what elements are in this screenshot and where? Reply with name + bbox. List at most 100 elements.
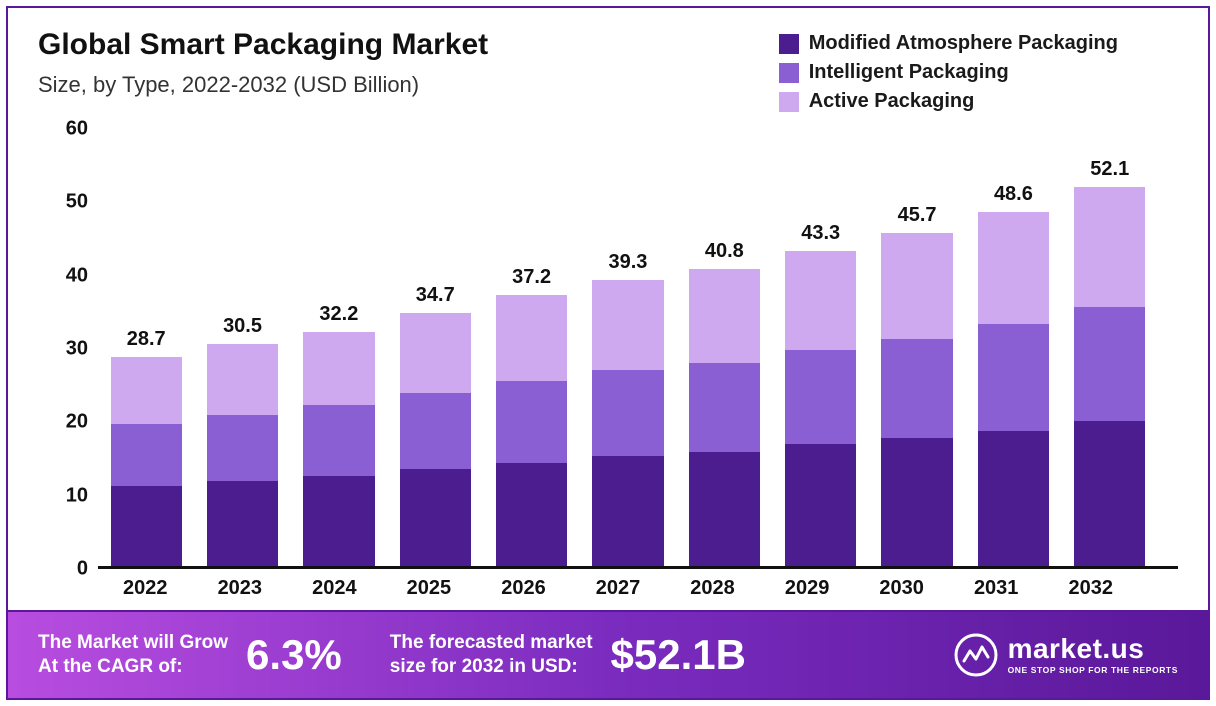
bar-segment: [881, 233, 952, 339]
bar-column: 32.2: [291, 129, 387, 566]
x-tick-label: 2032: [1043, 577, 1138, 600]
bar-segment: [881, 438, 952, 566]
bar-column: 30.5: [194, 129, 290, 566]
forecast-value: $52.1B: [611, 631, 746, 679]
bar-stack: [689, 269, 760, 566]
x-tick-label: 2028: [665, 577, 760, 600]
x-tick-label: 2022: [98, 577, 193, 600]
bar-segment: [400, 469, 471, 566]
bar-segment: [303, 476, 374, 566]
brand: market.us ONE STOP SHOP FOR THE REPORTS: [954, 633, 1178, 677]
chart-title: Global Smart Packaging Market: [38, 28, 779, 62]
bar-total-label: 28.7: [127, 328, 166, 351]
y-tick-label: 40: [66, 264, 88, 287]
bar-segment: [111, 424, 182, 486]
bar-total-label: 32.2: [319, 303, 358, 326]
bar-segment: [496, 295, 567, 381]
bar-stack: [1074, 187, 1145, 566]
bar-column: 40.8: [676, 129, 772, 566]
bar-segment: [111, 357, 182, 424]
bar-total-label: 43.3: [801, 222, 840, 245]
forecast-label: The forecasted marketsize for 2032 in US…: [390, 631, 593, 679]
bar-stack: [400, 313, 471, 566]
y-tick-label: 10: [66, 484, 88, 507]
bar-segment: [689, 269, 760, 363]
bar-total-label: 40.8: [705, 240, 744, 263]
legend-swatch: [779, 92, 799, 112]
bar-segment: [689, 452, 760, 566]
bar-column: 37.2: [483, 129, 579, 566]
bar-segment: [785, 444, 856, 566]
bar-column: 43.3: [773, 129, 869, 566]
bar-segment: [881, 339, 952, 438]
brand-text: market.us ONE STOP SHOP FOR THE REPORTS: [1008, 635, 1178, 675]
brand-logo-icon: [954, 633, 998, 677]
cagr-value: 6.3%: [246, 631, 342, 679]
bar-segment: [978, 324, 1049, 430]
x-axis: 2022202320242025202620272028202920302031…: [38, 569, 1178, 600]
bar-column: 39.3: [580, 129, 676, 566]
bar-column: 45.7: [869, 129, 965, 566]
chart-subtitle: Size, by Type, 2022-2032 (USD Billion): [38, 72, 779, 98]
bar-column: 52.1: [1062, 129, 1158, 566]
x-tick-label: 2025: [382, 577, 477, 600]
bar-segment: [592, 280, 663, 370]
y-tick-label: 60: [66, 118, 88, 141]
titles: Global Smart Packaging Market Size, by T…: [38, 28, 779, 98]
bar-segment: [1074, 421, 1145, 566]
legend-label: Active Packaging: [809, 90, 975, 113]
cagr-label: The Market will GrowAt the CAGR of:: [38, 631, 228, 679]
x-tick-label: 2026: [476, 577, 571, 600]
legend-swatch: [779, 34, 799, 54]
bar-segment: [592, 456, 663, 566]
bar-segment: [207, 344, 278, 415]
bar-segment: [303, 405, 374, 476]
bar-segment: [400, 393, 471, 469]
y-tick-label: 30: [66, 338, 88, 361]
bar-total-label: 37.2: [512, 266, 551, 289]
bars-container: 28.7 30.5 32.2 34.7 37.2 39.3 40.8 43.3 45.7 48.6…: [98, 129, 1158, 566]
y-tick-label: 0: [77, 558, 88, 581]
legend-label: Intelligent Packaging: [809, 61, 1009, 84]
bar-segment: [207, 415, 278, 481]
bar-segment: [592, 370, 663, 456]
bar-column: 34.7: [387, 129, 483, 566]
x-tick-label: 2023: [193, 577, 288, 600]
bar-segment: [785, 350, 856, 445]
y-tick-label: 50: [66, 191, 88, 214]
bar-stack: [785, 251, 856, 566]
bar-segment: [400, 313, 471, 392]
bar-total-label: 48.6: [994, 183, 1033, 206]
x-tick-label: 2029: [760, 577, 855, 600]
bar-segment: [111, 486, 182, 566]
bar-total-label: 34.7: [416, 284, 455, 307]
bar-segment: [1074, 187, 1145, 308]
header-row: Global Smart Packaging Market Size, by T…: [38, 28, 1178, 119]
bar-total-label: 39.3: [609, 251, 648, 274]
footer-banner: The Market will GrowAt the CAGR of: 6.3%…: [8, 610, 1208, 698]
x-labels: 2022202320242025202620272028202920302031…: [98, 569, 1158, 600]
bar-segment: [978, 212, 1049, 324]
bar-stack: [207, 344, 278, 566]
brand-tagline: ONE STOP SHOP FOR THE REPORTS: [1008, 666, 1178, 675]
x-tick-label: 2024: [287, 577, 382, 600]
bar-segment: [689, 363, 760, 452]
bar-column: 28.7: [98, 129, 194, 566]
bar-segment: [207, 481, 278, 566]
chart-zone: 0102030405060 28.730.532.234.737.239.340…: [38, 129, 1178, 569]
bar-stack: [881, 233, 952, 566]
legend: Modified Atmosphere PackagingIntelligent…: [779, 32, 1118, 119]
chart-frame: Global Smart Packaging Market Size, by T…: [6, 6, 1210, 700]
x-tick-label: 2030: [854, 577, 949, 600]
bar-stack: [496, 295, 567, 566]
bar-stack: [111, 357, 182, 566]
x-tick-label: 2027: [571, 577, 666, 600]
bar-stack: [303, 332, 374, 567]
bar-segment: [303, 332, 374, 406]
bar-total-label: 45.7: [898, 204, 937, 227]
bar-column: 48.6: [965, 129, 1061, 566]
bar-total-label: 30.5: [223, 315, 262, 338]
plot-area: 28.7 30.5 32.2 34.7 37.2 39.3 40.8 43.3 45.7 48.6…: [98, 129, 1178, 569]
y-tick-label: 20: [66, 411, 88, 434]
brand-name: market.us: [1008, 635, 1178, 663]
